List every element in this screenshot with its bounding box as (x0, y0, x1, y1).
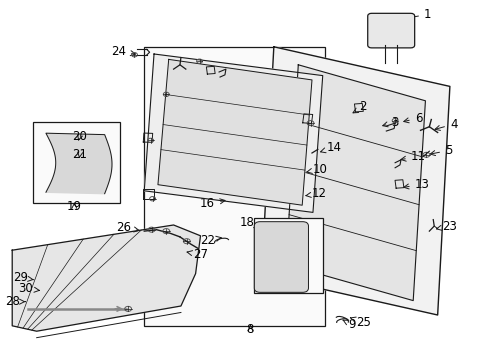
Text: 6: 6 (403, 112, 421, 125)
Text: 2: 2 (352, 100, 366, 113)
Polygon shape (12, 225, 200, 331)
Text: 23: 23 (436, 220, 456, 233)
Text: 20: 20 (72, 130, 87, 143)
Text: 8: 8 (246, 323, 254, 336)
Text: 10: 10 (306, 163, 327, 176)
Text: 9: 9 (342, 318, 355, 331)
Polygon shape (144, 54, 322, 212)
FancyBboxPatch shape (254, 222, 308, 292)
Text: 7: 7 (221, 130, 239, 143)
Text: 26: 26 (116, 221, 139, 234)
Text: 18: 18 (239, 216, 259, 229)
Text: 21: 21 (72, 148, 87, 161)
Text: 4: 4 (434, 118, 456, 131)
Text: 13: 13 (403, 178, 428, 191)
Bar (254, 218, 322, 293)
Text: 15: 15 (268, 113, 293, 126)
Text: 11: 11 (400, 150, 425, 163)
Text: 27: 27 (187, 248, 208, 261)
Bar (33, 122, 120, 203)
Text: 177: 177 (264, 263, 293, 273)
Polygon shape (285, 65, 425, 301)
Polygon shape (158, 59, 311, 205)
Polygon shape (46, 133, 112, 194)
Text: 16: 16 (200, 197, 224, 210)
Text: 12: 12 (305, 187, 326, 200)
Polygon shape (261, 47, 449, 315)
Text: 19: 19 (67, 201, 81, 213)
Text: 5: 5 (429, 144, 451, 157)
Text: 28: 28 (5, 295, 25, 308)
Text: 25: 25 (349, 316, 370, 329)
Text: 29: 29 (13, 271, 34, 284)
Text: 24: 24 (111, 45, 135, 58)
Text: 1: 1 (394, 8, 430, 22)
Text: 17: 17 (269, 252, 291, 265)
Text: 22: 22 (200, 234, 221, 247)
Text: 30: 30 (19, 282, 39, 295)
FancyBboxPatch shape (367, 13, 414, 48)
Text: 14: 14 (320, 141, 341, 154)
Text: 3: 3 (382, 116, 398, 129)
Bar (144, 47, 325, 326)
